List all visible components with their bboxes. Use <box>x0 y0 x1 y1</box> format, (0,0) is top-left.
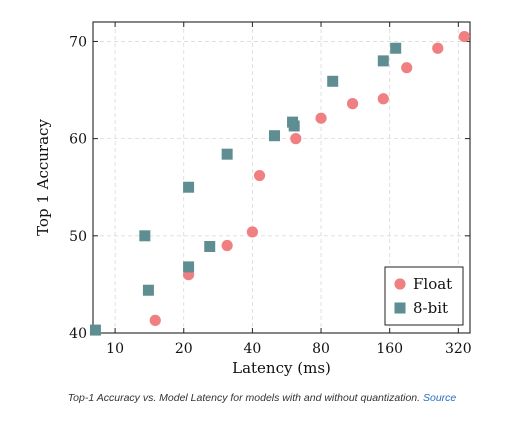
legend-float-marker <box>394 278 406 290</box>
eight-bit-point <box>377 55 389 67</box>
plot-border <box>92 21 471 334</box>
y-tick-label: 60 <box>69 132 87 148</box>
eight-bit-point <box>327 75 339 87</box>
y-tick-label: 70 <box>69 34 87 50</box>
float-point <box>432 42 444 54</box>
scatter-chart: 10 20 40 80 160 320 40 50 60 70 Latency (ms) Top … <box>34 21 472 377</box>
legend: Float 8-bit <box>384 266 464 326</box>
float-point <box>149 314 161 326</box>
caption-text: Top-1 Accuracy vs. Model Latency for mod… <box>67 392 421 404</box>
y-tick-label: 50 <box>69 229 87 245</box>
eight-bit-point <box>183 181 195 193</box>
y-axis-label: Top 1 Accuracy <box>34 119 52 236</box>
eight-bit-point <box>288 120 300 132</box>
x-tick-label: 40 <box>243 341 261 357</box>
float-point <box>246 226 258 238</box>
legend-box <box>384 266 464 326</box>
eight-bit-point <box>89 324 101 336</box>
eight-bit-point <box>268 130 280 142</box>
source-link[interactable]: Source <box>422 392 457 404</box>
float-point <box>290 133 302 145</box>
x-tick-label: 10 <box>106 341 124 357</box>
eight-bit-point <box>221 148 233 160</box>
eight-bit-point <box>183 261 195 273</box>
x-tick-label: 160 <box>376 341 403 357</box>
x-tick-label: 80 <box>312 341 330 357</box>
eight-bit-point <box>139 230 151 242</box>
x-tick-label: 320 <box>445 341 472 357</box>
legend-label: Float <box>413 275 452 293</box>
float-point <box>253 169 266 182</box>
x-tick-label: 20 <box>175 341 193 357</box>
figure-caption: Top-1 Accuracy vs. Model Latency for mod… <box>0 392 524 404</box>
float-point <box>401 62 413 74</box>
legend-8bit-marker <box>394 302 406 314</box>
float-point <box>458 30 470 43</box>
float-point <box>346 98 359 110</box>
y-tick-label: 40 <box>69 326 87 342</box>
float-point <box>377 93 389 105</box>
eight-bit-point <box>204 241 216 253</box>
axes: 10 20 40 80 160 320 40 50 60 70 <box>69 21 472 357</box>
float-point <box>315 112 327 124</box>
x-axis-label: Latency (ms) <box>232 359 331 377</box>
legend-label: 8-bit <box>413 299 448 317</box>
float-point <box>221 239 233 252</box>
eight-bit-point <box>142 284 154 296</box>
data-points <box>89 30 470 336</box>
eight-bit-point <box>390 42 402 54</box>
